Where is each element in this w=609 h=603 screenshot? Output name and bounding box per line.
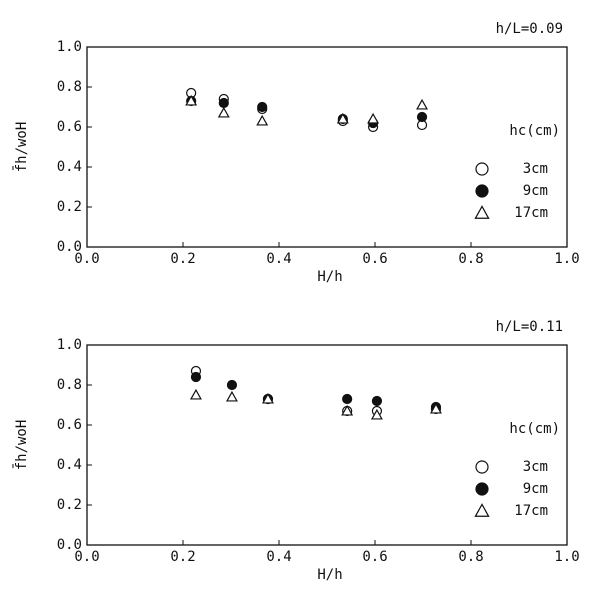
marker-triangle [261, 392, 274, 404]
marker-triangle [217, 106, 230, 118]
annotation: h/L=0.09 [496, 21, 563, 37]
y-tick-label: 0.4 [57, 159, 82, 175]
legend-label: 3cm [523, 161, 548, 177]
x-tick-label: 0.4 [266, 549, 291, 565]
annotation: h/L=0.11 [496, 319, 563, 335]
legend-title: hc(cm) [509, 123, 560, 139]
marker-triangle [336, 112, 349, 124]
y-tick-label: 0.0 [57, 537, 82, 553]
marker-filled-circle [218, 97, 229, 109]
marker-triangle [370, 408, 383, 420]
y-axis-label: f̄h/woH [12, 420, 30, 471]
marker-open-circle [475, 162, 489, 176]
x-tick-label: 0.8 [458, 549, 483, 565]
y-tick-label: 0.8 [57, 377, 82, 393]
x-tick-label: 0.6 [362, 549, 387, 565]
y-tick-label: 0.4 [57, 457, 82, 473]
x-axis-label: H/h [317, 269, 342, 285]
marker-triangle [429, 402, 442, 414]
legend-label: 9cm [523, 481, 548, 497]
y-tick-label: 0.6 [57, 119, 82, 135]
marker-triangle [256, 114, 269, 126]
marker-filled-circle [475, 482, 489, 496]
legend-label: 3cm [523, 459, 548, 475]
marker-filled-circle [416, 111, 428, 123]
marker-triangle [185, 94, 198, 106]
marker-triangle [225, 390, 238, 402]
x-axis-label: H/h [317, 567, 342, 583]
marker-triangle [367, 112, 380, 124]
x-tick-label: 0.2 [170, 251, 195, 267]
marker-filled-circle [371, 395, 383, 407]
x-tick-label: 0.6 [362, 251, 387, 267]
y-tick-label: 0.0 [57, 239, 82, 255]
y-axis-label: f̄h/woH [12, 122, 30, 173]
marker-filled-circle [475, 184, 489, 198]
x-tick-label: 0.8 [458, 251, 483, 267]
y-tick-label: 0.2 [57, 199, 82, 215]
marker-filled-circle [190, 371, 202, 383]
legend-label: 9cm [523, 183, 548, 199]
y-tick-label: 0.6 [57, 417, 82, 433]
marker-filled-circle [342, 393, 353, 405]
x-tick-label: 0.4 [266, 251, 291, 267]
marker-triangle [474, 503, 490, 517]
x-tick-label: 1.0 [554, 251, 579, 267]
x-tick-label: 0.2 [170, 549, 195, 565]
y-tick-label: 0.2 [57, 497, 82, 513]
marker-triangle [341, 404, 354, 416]
plot-frame [86, 46, 568, 248]
y-tick-label: 0.8 [57, 79, 82, 95]
marker-filled-circle [226, 379, 238, 391]
x-tick-label: 0.0 [74, 251, 99, 267]
legend-title: hc(cm) [509, 421, 560, 437]
legend-label: 17cm [514, 503, 548, 519]
plot-frame [86, 344, 568, 546]
x-tick-label: 1.0 [554, 549, 579, 565]
marker-triangle [189, 388, 202, 400]
legend-label: 17cm [514, 205, 548, 221]
y-tick-label: 1.0 [57, 39, 82, 55]
marker-triangle [416, 98, 429, 110]
marker-filled-circle [257, 101, 268, 113]
x-tick-label: 0.0 [74, 549, 99, 565]
y-tick-label: 1.0 [57, 337, 82, 353]
marker-triangle [474, 205, 490, 219]
marker-open-circle [475, 460, 489, 474]
